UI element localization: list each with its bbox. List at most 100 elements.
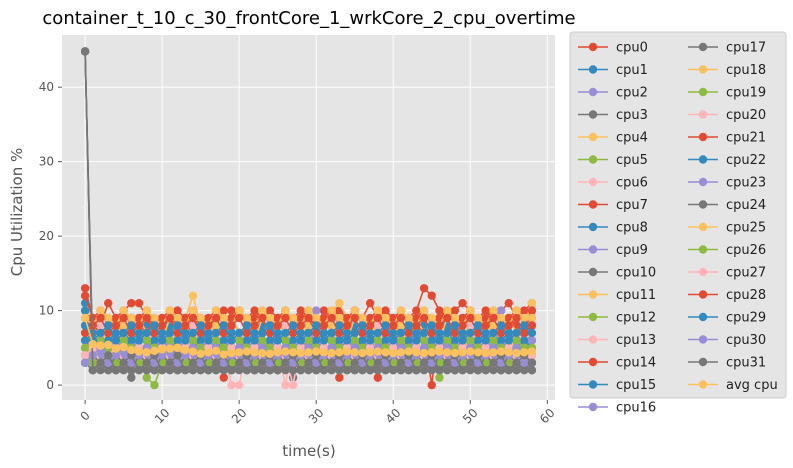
data-point — [142, 366, 151, 375]
data-point — [196, 349, 205, 359]
x-tick-label: 30 — [306, 406, 327, 427]
data-point — [96, 366, 105, 375]
data-point — [389, 336, 398, 345]
data-point — [173, 306, 182, 315]
legend-label: cpu17 — [726, 41, 766, 56]
legend-marker — [588, 132, 598, 142]
data-point — [512, 306, 521, 315]
legend-item: cpu14 — [578, 356, 656, 371]
legend-label: cpu2 — [616, 86, 648, 101]
data-point — [373, 358, 383, 367]
data-point — [80, 358, 90, 367]
legend-marker — [698, 290, 708, 299]
data-point — [335, 298, 344, 308]
data-point — [381, 366, 390, 375]
data-point — [211, 328, 221, 338]
data-point — [304, 336, 313, 345]
data-point — [527, 321, 537, 330]
data-point — [442, 358, 452, 367]
data-point — [227, 366, 236, 375]
data-point — [358, 321, 367, 330]
data-point — [450, 348, 460, 358]
legend-label: cpu22 — [726, 153, 766, 168]
data-point — [450, 313, 460, 323]
data-point — [350, 348, 359, 357]
data-point — [373, 328, 383, 338]
data-point — [412, 348, 421, 357]
data-point — [504, 336, 513, 345]
data-point — [234, 380, 244, 390]
data-point — [512, 328, 521, 338]
data-point — [96, 328, 105, 338]
legend-item: cpu18 — [688, 63, 766, 78]
data-point — [181, 345, 190, 355]
legend-item: cpu19 — [688, 86, 766, 101]
legend-label: cpu29 — [726, 311, 766, 326]
data-point — [211, 306, 221, 315]
data-point — [265, 313, 275, 323]
data-point — [435, 306, 444, 315]
data-point — [296, 336, 305, 345]
data-point — [404, 366, 413, 375]
data-point — [473, 313, 483, 323]
legend-label: cpu14 — [616, 356, 656, 371]
chart-title: container_t_10_c_30_frontCore_1_wrkCore_… — [42, 8, 575, 29]
legend-marker — [588, 357, 598, 367]
x-tick-label: 0 — [77, 408, 92, 423]
y-tick-label: 20 — [39, 229, 54, 243]
data-point — [288, 313, 298, 323]
data-point — [204, 348, 213, 357]
legend-label: cpu27 — [726, 266, 766, 281]
data-point — [435, 366, 444, 375]
legend-label: cpu20 — [726, 108, 766, 123]
data-point — [196, 336, 205, 345]
data-point — [188, 291, 198, 300]
data-point — [142, 358, 151, 367]
y-tick-label: 0 — [46, 378, 54, 392]
data-point — [234, 348, 244, 357]
data-point — [188, 328, 198, 338]
data-point — [327, 336, 336, 345]
data-point — [219, 313, 228, 323]
data-point — [389, 348, 398, 358]
data-point — [150, 336, 159, 345]
data-point — [134, 321, 144, 330]
data-point — [196, 343, 205, 353]
data-point — [365, 321, 375, 330]
data-point — [327, 358, 336, 367]
legend-item: avg cpu — [688, 378, 778, 393]
data-point — [327, 328, 336, 338]
data-point — [104, 313, 113, 323]
data-point — [489, 306, 498, 315]
legend-marker — [588, 312, 598, 322]
data-point — [442, 366, 452, 375]
data-point — [165, 328, 175, 338]
data-point — [258, 306, 267, 315]
data-point — [489, 328, 498, 338]
data-point — [373, 306, 383, 315]
legend-label: cpu0 — [616, 41, 648, 56]
legend-item: cpu26 — [688, 243, 766, 258]
y-axis-label: Cpu Utilization % — [8, 148, 26, 276]
data-point — [234, 336, 244, 345]
legend-marker — [588, 155, 598, 164]
data-point — [173, 321, 182, 330]
data-point — [173, 313, 182, 323]
x-tick-label: 50 — [460, 406, 481, 427]
data-point — [196, 321, 205, 330]
data-point — [427, 336, 436, 345]
x-axis-label: time(s) — [282, 442, 335, 460]
data-point — [196, 313, 205, 323]
data-point — [489, 336, 498, 345]
legend-marker — [698, 87, 708, 97]
data-point — [489, 313, 498, 323]
legend-marker — [588, 200, 598, 209]
data-point — [435, 321, 444, 330]
data-point — [396, 366, 406, 375]
data-point — [288, 380, 298, 390]
legend-marker — [588, 65, 598, 74]
data-point — [312, 313, 321, 323]
data-point — [427, 291, 436, 300]
data-point — [219, 343, 228, 353]
data-point — [258, 366, 267, 375]
